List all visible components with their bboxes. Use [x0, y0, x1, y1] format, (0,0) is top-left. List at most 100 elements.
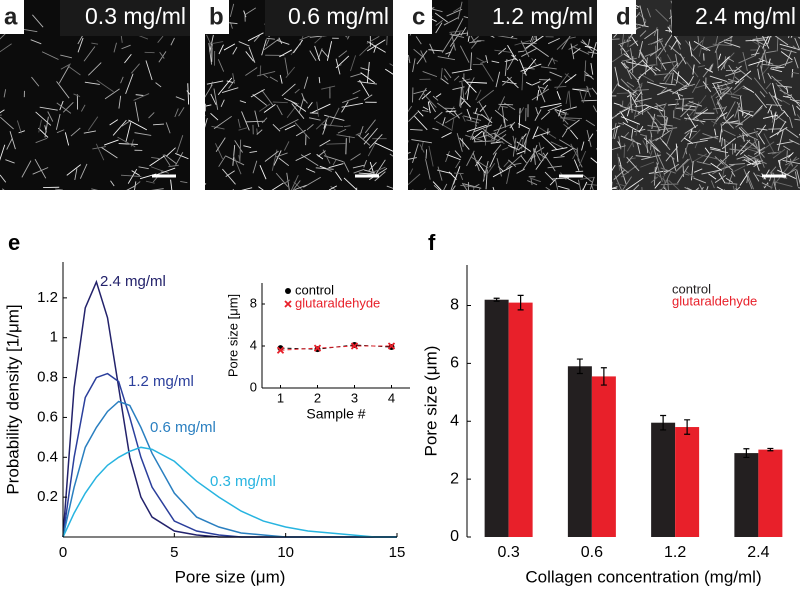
fiber — [272, 124, 281, 132]
fiber — [682, 172, 690, 176]
fiber — [778, 189, 780, 190]
fiber — [734, 165, 746, 172]
fiber — [494, 49, 512, 53]
fiber — [356, 133, 371, 146]
fiber — [88, 62, 102, 76]
fiber — [475, 114, 479, 126]
fiber — [363, 159, 368, 168]
fiber — [300, 154, 319, 167]
fiber — [627, 90, 638, 107]
fiber — [366, 61, 370, 83]
fiber — [789, 116, 793, 128]
fiber — [435, 93, 442, 98]
fiber — [652, 146, 659, 164]
fiber — [525, 81, 532, 86]
fiber — [248, 46, 256, 63]
fiber — [536, 89, 540, 101]
fiber — [252, 160, 258, 174]
fiber — [675, 97, 694, 101]
fiber — [785, 94, 793, 98]
fiber — [644, 104, 664, 112]
fiber — [23, 28, 38, 33]
fiber — [415, 36, 422, 45]
fiber — [294, 184, 307, 190]
fiber — [324, 114, 345, 121]
fiber — [208, 42, 213, 65]
fiber — [38, 127, 49, 138]
fiber — [675, 54, 679, 68]
fiber — [731, 170, 736, 177]
fiber — [625, 177, 644, 190]
fiber — [358, 172, 378, 175]
fiber — [520, 40, 530, 58]
fiber — [322, 124, 344, 128]
fiber — [714, 156, 724, 165]
fiber — [702, 151, 712, 164]
fiber — [128, 119, 148, 131]
fiber — [612, 181, 613, 188]
fiber — [373, 46, 377, 53]
fiber — [698, 184, 703, 190]
fiber — [568, 44, 578, 50]
fiber — [688, 153, 693, 163]
fiber — [659, 82, 676, 86]
fiber — [134, 101, 140, 122]
fiber — [794, 171, 799, 187]
fiber — [626, 156, 640, 172]
fiber — [746, 139, 757, 148]
fiber — [363, 169, 376, 174]
fiber — [786, 86, 789, 94]
fiber — [178, 107, 185, 117]
fiber — [417, 110, 424, 117]
fiber — [573, 159, 580, 171]
fiber — [352, 164, 364, 169]
fiber — [492, 186, 495, 190]
fiber — [686, 187, 693, 190]
fiber — [616, 188, 618, 190]
fiber — [506, 54, 517, 71]
fiber — [620, 78, 630, 88]
fiber — [716, 154, 730, 168]
fiber — [733, 78, 745, 91]
concentration-bg — [672, 0, 800, 36]
fiber — [553, 156, 565, 159]
fiber — [653, 116, 666, 129]
fiber — [519, 107, 525, 115]
fiber — [453, 6, 461, 13]
fiber — [229, 3, 235, 18]
fiber — [138, 166, 149, 170]
y-tick-label: 8 — [450, 297, 459, 314]
fiber — [0, 114, 2, 116]
fiber — [233, 155, 242, 175]
fiber — [759, 91, 766, 98]
fiber — [650, 115, 656, 125]
fiber — [757, 133, 766, 145]
fiber — [243, 145, 252, 148]
fiber — [737, 110, 740, 125]
fiber — [437, 169, 452, 174]
fiber — [767, 104, 773, 114]
fiber — [522, 151, 535, 170]
fiber — [618, 136, 622, 150]
panel-letter: c — [412, 3, 425, 30]
fiber — [613, 169, 626, 180]
x-tick-label: 2 — [314, 390, 321, 405]
fiber — [170, 179, 173, 190]
fiber — [535, 107, 539, 115]
micrograph: b 0.6 mg/ml — [205, 0, 393, 190]
concentration-label: 2.4 mg/ml — [695, 3, 796, 29]
fiber — [665, 117, 669, 126]
fiber — [725, 101, 736, 119]
fiber — [133, 93, 150, 101]
fiber — [295, 152, 311, 162]
fiber — [456, 133, 463, 152]
fiber — [789, 139, 800, 145]
fiber — [793, 100, 800, 102]
fiber — [494, 109, 508, 121]
fiber — [259, 103, 271, 112]
fiber — [655, 129, 671, 142]
fiber — [454, 172, 464, 175]
fiber — [629, 93, 633, 113]
fiber — [168, 164, 179, 168]
fiber — [642, 140, 651, 154]
